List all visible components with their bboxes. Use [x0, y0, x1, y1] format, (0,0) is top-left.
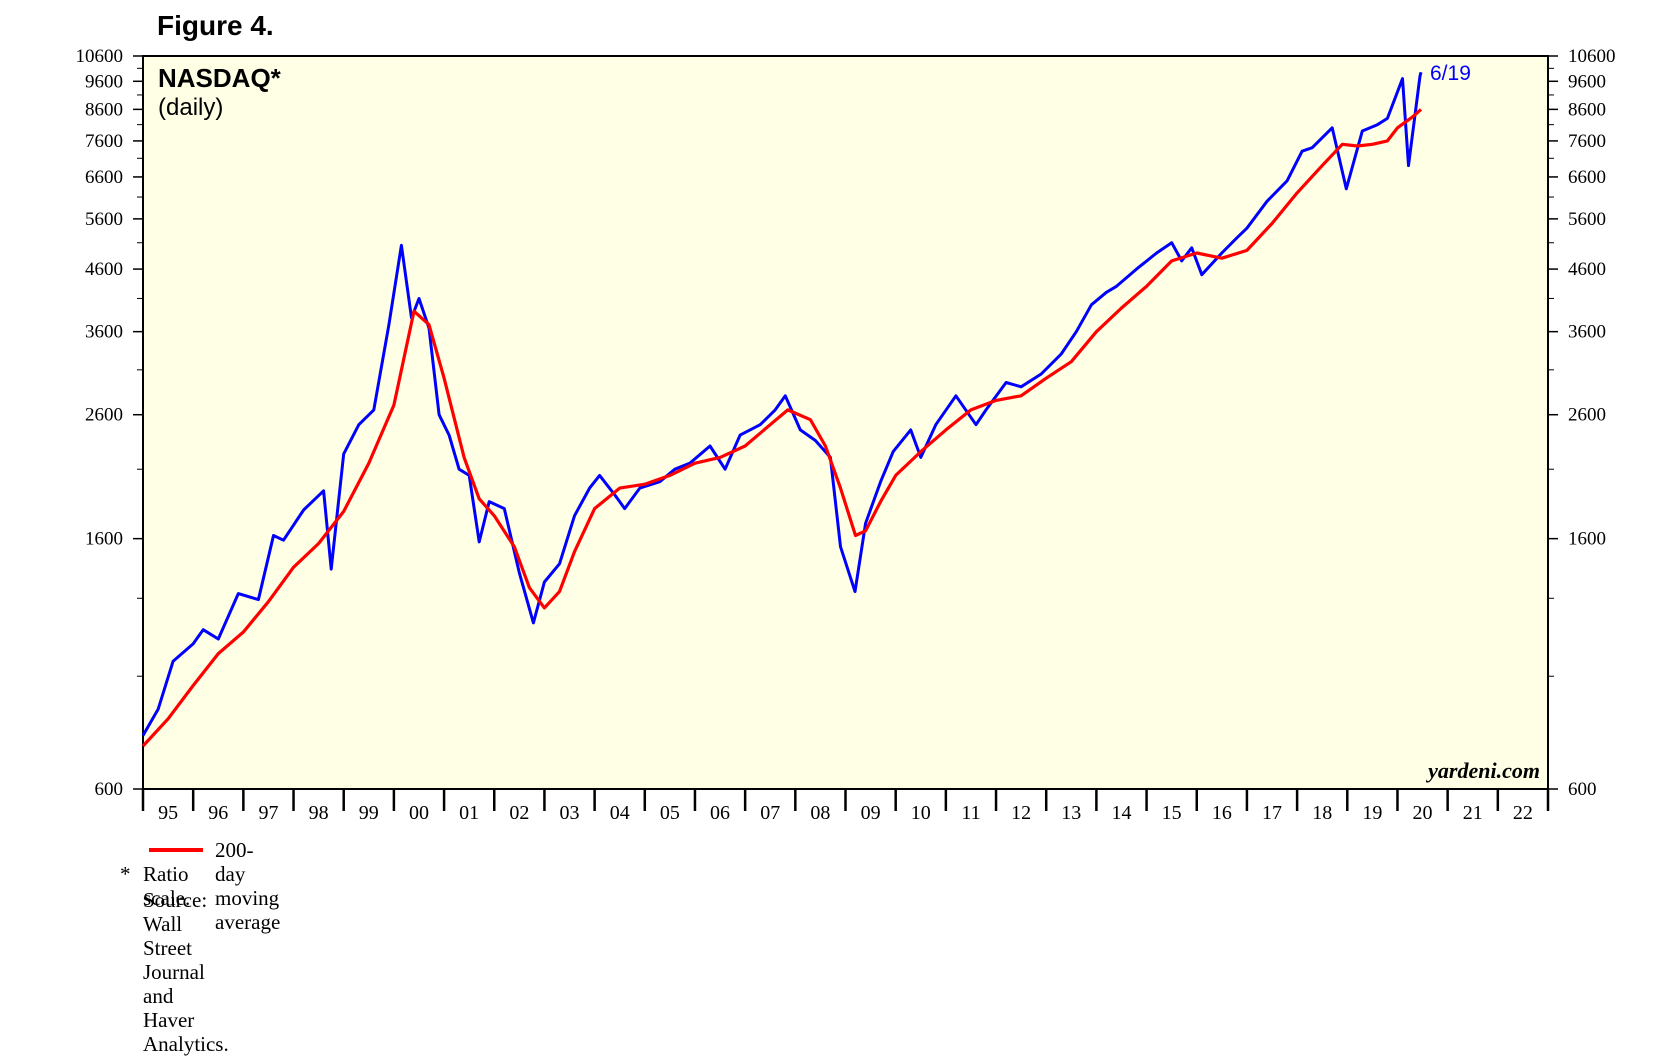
x-tick-label-05: 05 [660, 802, 680, 824]
y-tick-label-right-4600: 4600 [1568, 259, 1606, 280]
y-tick-label-right-5600: 5600 [1568, 209, 1606, 230]
x-tick-label-07: 07 [760, 802, 780, 824]
x-tick-label-08: 08 [810, 802, 830, 824]
footnote-text: Ratio scale. [143, 862, 191, 910]
x-tick-label-06: 06 [710, 802, 730, 824]
series-line-moving-average [141, 108, 1423, 748]
y-tick-label-left-600: 600 [95, 779, 124, 800]
y-tick-label-left-2600: 2600 [85, 405, 123, 426]
y-tick-label-right-1600: 1600 [1568, 529, 1606, 550]
y-tick-label-right-8600: 8600 [1568, 99, 1606, 120]
x-tick-label-98: 98 [309, 802, 329, 824]
left-axis: 600 1600 2600 3600 4600 5600 6600 7600 8600 9600 1… [76, 46, 143, 800]
x-tick-label-97: 97 [258, 802, 278, 824]
x-tick-label-14: 14 [1111, 802, 1131, 824]
x-tick-label-95: 95 [158, 802, 178, 824]
y-tick-label-right-6600: 6600 [1568, 167, 1606, 188]
series-layer [141, 71, 1423, 748]
x-tick-label-99: 99 [359, 802, 379, 824]
x-tick-label-20: 20 [1413, 802, 1433, 824]
x-tick-label-13: 13 [1061, 802, 1081, 824]
x-tick-label-02: 02 [509, 802, 529, 824]
last-date-label: 6/19 [1430, 62, 1471, 85]
legend-swatch-moving-average [149, 848, 203, 852]
chart-title: NASDAQ* [158, 63, 282, 93]
x-tick-label-01: 01 [459, 802, 479, 824]
y-tick-label-right-7600: 7600 [1568, 131, 1606, 152]
x-tick-label-04: 04 [610, 802, 630, 824]
y-tick-label-right-600: 600 [1568, 779, 1597, 800]
y-tick-label-left-10600: 10600 [76, 46, 124, 67]
series-line-nasdaq [141, 71, 1423, 737]
plot-area [142, 55, 1549, 790]
y-tick-label-left-4600: 4600 [85, 259, 123, 280]
y-tick-label-left-5600: 5600 [85, 209, 123, 230]
watermark: yardeni.com [1425, 758, 1540, 783]
y-tick-label-right-3600: 3600 [1568, 322, 1606, 343]
bottom-axis: 95 96 97 98 99 00 01 02 03 04 05 06 07 08 09 10 11 12 13 14… [141, 789, 1550, 824]
chart-subtitle: (daily) [158, 94, 223, 121]
y-tick-label-left-9600: 9600 [85, 71, 123, 92]
x-tick-label-96: 96 [208, 802, 228, 824]
x-tick-label-10: 10 [911, 802, 931, 824]
y-tick-label-left-7600: 7600 [85, 131, 123, 152]
x-tick-label-18: 18 [1312, 802, 1332, 824]
footnote-marker: * [120, 862, 131, 886]
x-tick-label-17: 17 [1262, 802, 1282, 824]
x-tick-label-15: 15 [1162, 802, 1182, 824]
figure-label: Figure 4. [157, 10, 274, 41]
y-tick-label-right-10600: 10600 [1568, 46, 1616, 67]
source-text: Source: Wall Street Journal and Haver An… [143, 888, 229, 1056]
x-tick-label-03: 03 [560, 802, 580, 824]
x-tick-label-21: 21 [1463, 802, 1483, 824]
x-tick-label-11: 11 [961, 802, 980, 824]
nasdaq-chart: 6001600260036004600560066007600860096001… [76, 46, 1616, 824]
x-tick-label-09: 09 [861, 802, 881, 824]
x-tick-label-00: 00 [409, 802, 429, 824]
y-tick-label-left-8600: 8600 [85, 99, 123, 120]
x-tick-label-19: 19 [1362, 802, 1382, 824]
y-tick-label-left-1600: 1600 [85, 529, 123, 550]
right-axis: 600 1600 2600 3600 4600 5600 6600 7600 8600 9600 1… [1548, 46, 1616, 800]
x-tick-label-22: 22 [1513, 802, 1533, 824]
y-tick-label-right-2600: 2600 [1568, 405, 1606, 426]
x-tick-label-12: 12 [1011, 802, 1031, 824]
x-tick-label-16: 16 [1212, 802, 1232, 824]
y-tick-label-left-3600: 3600 [85, 322, 123, 343]
y-tick-label-right-9600: 9600 [1568, 71, 1606, 92]
y-tick-label-left-6600: 6600 [85, 167, 123, 188]
